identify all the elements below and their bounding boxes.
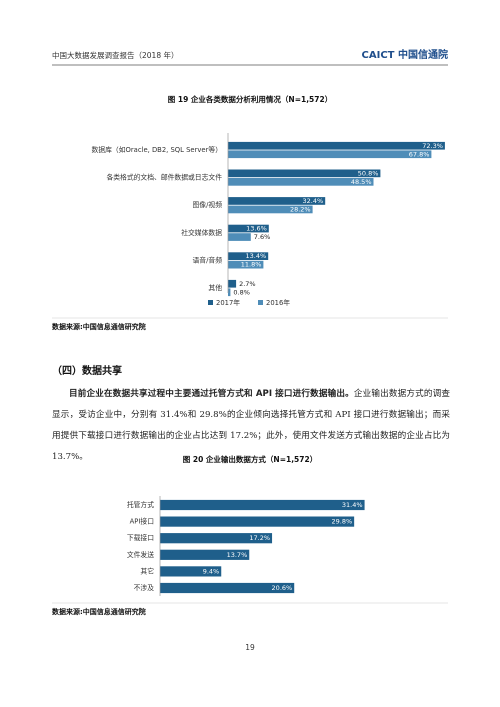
paragraph: 目前企业在数据共享过程中主要通过托管方式和 API 接口进行数据输出。企业输出数…: [52, 384, 450, 468]
category-label: 其它: [140, 566, 154, 575]
header-logo: CAICT 中国信通院: [362, 48, 448, 61]
legend-swatch: [208, 300, 213, 305]
category-label: 文件发送: [127, 550, 154, 559]
category-label: 社交媒体数据: [181, 228, 222, 237]
value-label: 7.6%: [254, 233, 271, 241]
bar: [160, 516, 355, 527]
source-note: 数据来源:中国信息通信研究院: [52, 322, 146, 331]
value-label: 13.6%: [246, 225, 267, 233]
bar: [228, 252, 269, 260]
legend-swatch: [258, 300, 263, 305]
legend-label: 2017年: [216, 298, 240, 307]
category-label: 不涉及: [134, 583, 155, 592]
bar: [228, 141, 445, 150]
page-number: 19: [245, 643, 255, 652]
bar: [228, 169, 381, 178]
legend-label: 2016年: [266, 298, 290, 307]
value-label: 11.8%: [241, 261, 262, 269]
section-title: （四）数据共享: [52, 366, 122, 377]
value-label: 28.2%: [290, 205, 311, 213]
value-label: 17.2%: [249, 534, 270, 542]
figure-title: 图 19 企业各类数据分析利用情况（N=1,572）: [168, 94, 332, 104]
bar: [228, 279, 237, 288]
value-label: 13.4%: [246, 252, 267, 260]
category-label: 托管方式: [127, 500, 154, 509]
bar: [228, 205, 313, 214]
figure-title: 图 20 企业输出数据方式（N=1,572）: [183, 454, 317, 464]
value-label: 48.5%: [351, 178, 372, 186]
value-label: 50.8%: [358, 169, 379, 177]
value-label: 31.4%: [342, 501, 363, 509]
bar: [160, 566, 222, 577]
bar: [228, 224, 269, 233]
value-label: 2.7%: [239, 280, 256, 288]
bar: [228, 178, 374, 186]
value-label: 20.6%: [272, 584, 293, 592]
bar: [228, 288, 231, 297]
category-label: 其他: [208, 283, 222, 292]
value-label: 13.7%: [227, 551, 248, 559]
value-label: 29.8%: [331, 518, 352, 526]
category-label: 各类格式的文档、邮件数据或日志文件: [106, 173, 222, 182]
source-note: 数据来源:中国信息通信研究院: [52, 607, 146, 616]
bar: [160, 499, 365, 511]
category-label: 语音/音频: [193, 255, 223, 264]
value-label: 67.8%: [409, 150, 430, 158]
bar: [228, 197, 326, 205]
bar: [228, 233, 251, 241]
bar: [228, 260, 264, 269]
value-label: 72.3%: [422, 142, 443, 150]
header-title: 中国大数据发展调查报告（2018 年）: [52, 50, 178, 60]
bar: [160, 549, 250, 560]
value-label: 9.4%: [203, 567, 220, 575]
bar: [160, 582, 295, 594]
value-label: 0.8%: [233, 288, 250, 296]
value-label: 32.4%: [303, 197, 324, 205]
category-label: API接口: [130, 517, 154, 526]
body-text: 企业输出数据方式的调查显示，受访企业中，分别有 31.4%和 29.8%的企业倾…: [52, 389, 450, 462]
lead-sentence: 目前企业在数据共享过程中主要通过托管方式和 API 接口进行数据输出。: [69, 389, 354, 399]
category-label: 下载接口: [127, 533, 154, 542]
category-label: 图像/视频: [193, 200, 223, 209]
bar: [228, 150, 432, 159]
category-label: 数据库（如Oracle, DB2, SQL Server等）: [92, 145, 222, 154]
bar: [160, 533, 273, 544]
